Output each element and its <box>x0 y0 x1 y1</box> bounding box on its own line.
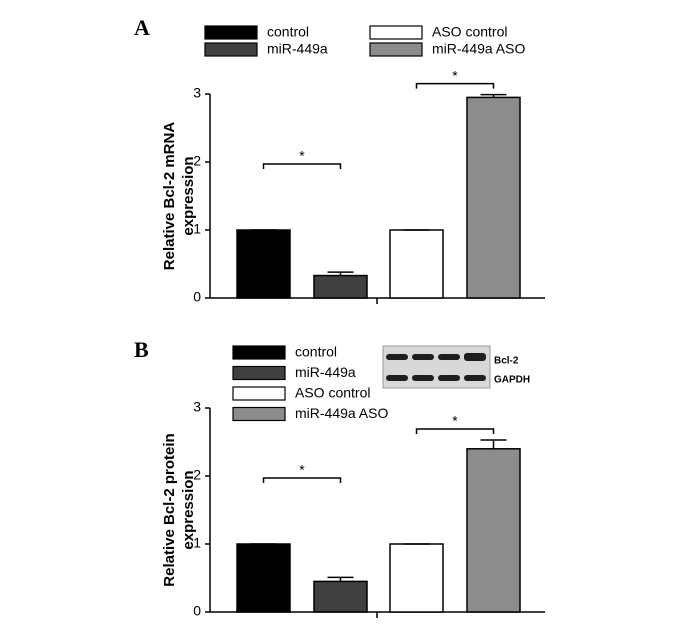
significance-marker: * <box>299 148 305 164</box>
legend-swatch <box>232 345 286 360</box>
legend-swatch <box>232 406 286 422</box>
error-bar <box>327 576 354 582</box>
legend-swatch <box>232 365 286 381</box>
bar <box>466 96 521 299</box>
y-tick-label: 0 <box>193 603 201 619</box>
error-bar <box>480 439 507 449</box>
significance-bracket <box>415 82 495 89</box>
legend-swatch <box>232 386 286 401</box>
significance-marker: * <box>299 462 305 478</box>
legend-label: miR-449a <box>295 364 356 380</box>
bar <box>389 543 444 613</box>
blot-band <box>438 354 460 360</box>
bar <box>236 543 291 613</box>
blot-band <box>412 354 434 360</box>
panel-label: B <box>134 337 149 362</box>
bar <box>389 229 444 299</box>
legend-label: ASO control <box>432 24 507 40</box>
bar <box>313 274 368 299</box>
y-tick-label: 1 <box>193 221 201 237</box>
blot-band <box>464 353 486 361</box>
y-axis-label: expression <box>180 156 197 235</box>
blot-background <box>382 345 491 389</box>
blot-label: GAPDH <box>494 375 530 386</box>
error-bar <box>480 93 507 98</box>
y-tick-label: 2 <box>193 467 201 483</box>
legend-label: miR-449a ASO <box>432 41 525 57</box>
significance-bracket <box>415 428 495 434</box>
blot-band <box>438 375 460 381</box>
significance-marker: * <box>452 413 458 429</box>
legend-swatch <box>369 42 423 57</box>
y-tick-label: 3 <box>193 85 201 101</box>
significance-marker: * <box>452 67 458 83</box>
y-axis-label: Relative Bcl-2 mRNA <box>161 122 178 271</box>
legend-label: miR-449a ASO <box>295 405 388 421</box>
y-axis-label: Relative Bcl-2 protein <box>161 433 178 586</box>
legend-label: control <box>295 344 337 360</box>
legend-swatch <box>204 25 258 40</box>
legend-label: control <box>267 24 309 40</box>
blot-band <box>386 354 408 360</box>
blot-band <box>412 375 434 381</box>
blot-band <box>386 375 408 381</box>
legend-label: miR-449a <box>267 41 328 57</box>
bar <box>236 229 291 299</box>
blot-band <box>464 375 486 381</box>
blot-image <box>382 345 491 389</box>
legend-swatch <box>369 25 423 40</box>
legend-label: ASO control <box>295 385 370 401</box>
y-tick-label: 3 <box>193 399 201 415</box>
bar <box>466 448 521 613</box>
y-tick-label: 1 <box>193 535 201 551</box>
bar <box>313 580 368 613</box>
y-axis-label: expression <box>180 470 197 549</box>
error-bar <box>327 271 354 276</box>
significance-bracket <box>262 163 342 169</box>
y-tick-label: 2 <box>193 153 201 169</box>
significance-bracket <box>262 477 342 483</box>
legend-swatch <box>204 42 258 57</box>
y-tick-label: 0 <box>193 289 201 305</box>
blot-label: Bcl-2 <box>494 356 519 367</box>
panel-label: A <box>134 15 150 40</box>
